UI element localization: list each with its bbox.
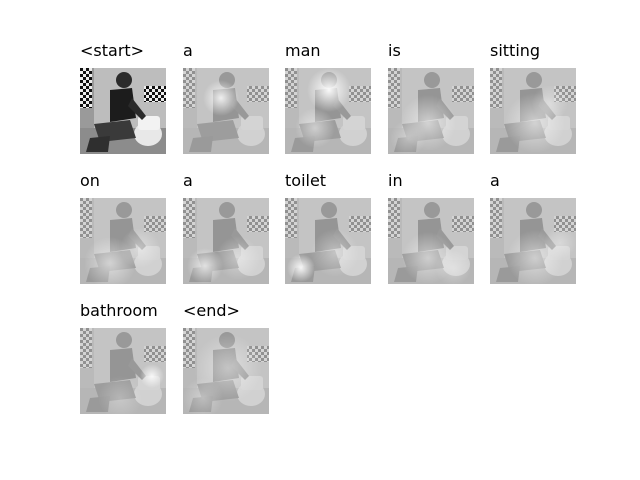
attention-map-image — [285, 68, 371, 154]
token-label: a — [490, 171, 500, 190]
token-label: a — [183, 171, 193, 190]
token-label: <end> — [183, 301, 240, 320]
attention-map-image — [285, 198, 371, 284]
token-label: on — [80, 171, 100, 190]
token-label: toilet — [285, 171, 327, 190]
token-label: man — [285, 41, 321, 60]
token-label: bathroom — [80, 301, 158, 320]
attention-map-image — [80, 198, 166, 284]
attention-map-image — [183, 328, 269, 414]
attention-map-image — [490, 68, 576, 154]
token-label: sitting — [490, 41, 541, 60]
token-label: <start> — [80, 41, 145, 60]
attention-map-image — [388, 68, 474, 154]
attention-map-image — [490, 198, 576, 284]
token-label: in — [388, 171, 403, 190]
attention-map-image — [183, 198, 269, 284]
token-label: is — [388, 41, 401, 60]
token-label: a — [183, 41, 193, 60]
attention-map-image — [183, 68, 269, 154]
attention-map-image — [388, 198, 474, 284]
attention-map-image — [80, 328, 166, 414]
attention-map-image — [80, 68, 166, 154]
